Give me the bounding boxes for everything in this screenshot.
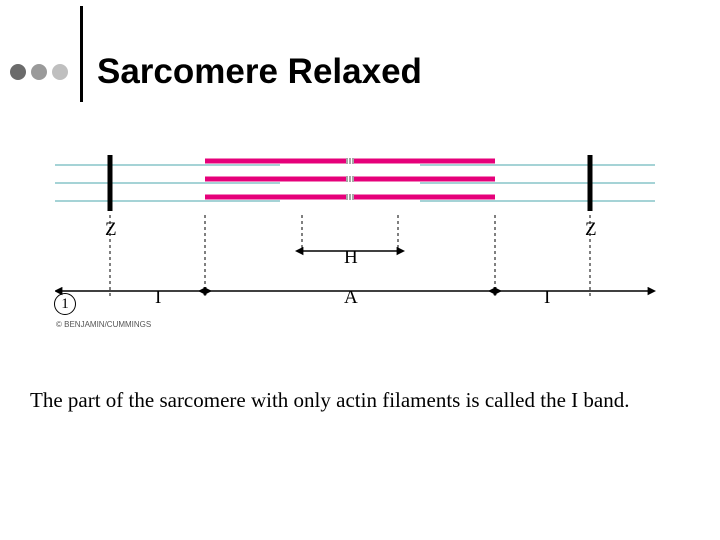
header-divider	[80, 6, 83, 102]
bullet-dot	[10, 64, 26, 80]
svg-text:H: H	[344, 247, 358, 268]
svg-text:I: I	[155, 287, 161, 308]
svg-text:Z: Z	[585, 219, 597, 240]
bullet-dot	[52, 64, 68, 80]
bullet-dot	[31, 64, 47, 80]
slide-title: Sarcomere Relaxed	[97, 52, 422, 92]
slide-header: Sarcomere Relaxed	[10, 42, 422, 102]
caption-text: The part of the sarcomere with only acti…	[30, 388, 629, 413]
sarcomere-diagram: Z Z HA I I	[55, 155, 665, 315]
step-number: 1	[61, 296, 69, 313]
svg-text:A: A	[344, 287, 358, 308]
step-number-badge: 1	[54, 293, 76, 315]
svg-text:Z: Z	[105, 219, 117, 240]
diagram-svg: Z Z HA I I	[55, 155, 665, 315]
copyright-text: © BENJAMIN/CUMMINGS	[56, 320, 151, 329]
header-bullets	[10, 64, 68, 80]
svg-text:I: I	[544, 287, 550, 308]
